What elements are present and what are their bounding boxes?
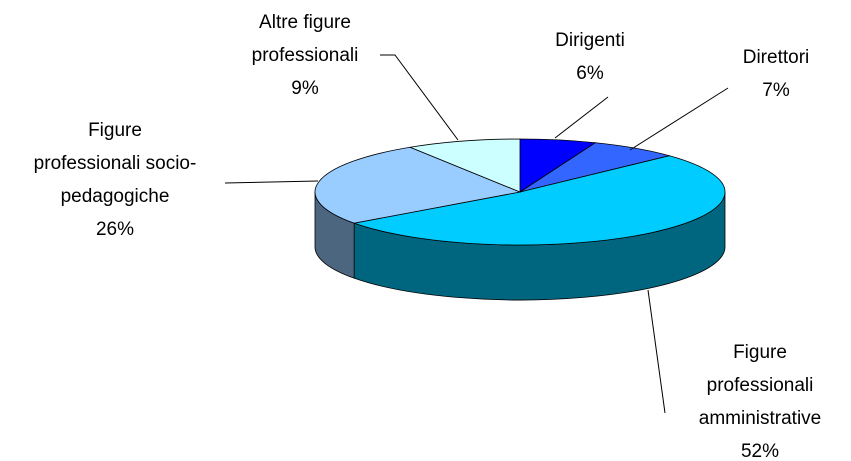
value-label: 9% (291, 78, 319, 99)
category-label: Figure professionali amministrative (698, 342, 822, 429)
category-label: Figure professionali socio- pedagogiche (33, 120, 197, 207)
slice-label: Dirigenti 6% (555, 24, 625, 90)
category-label: Altre figure professionali (251, 12, 359, 66)
value-label: 7% (762, 80, 790, 101)
leader-line (629, 87, 729, 151)
leader-line (554, 96, 609, 139)
category-label: Dirigenti (555, 30, 625, 51)
pie-slice (352, 155, 726, 246)
slice-label: Direttori 7% (743, 41, 810, 107)
pie-slice (408, 138, 521, 193)
slice-label: Figure professionali socio- pedagogiche 2… (34, 114, 197, 246)
slice-label: Altre figure professionali 9% (252, 6, 359, 105)
leader-line (380, 54, 459, 141)
leader-line (647, 289, 666, 414)
value-label: 6% (576, 63, 604, 84)
leader-line (224, 180, 319, 184)
value-label: 26% (95, 219, 135, 240)
value-label: 52% (740, 441, 780, 461)
slice-label: Figure professionali amministrative 52% (699, 336, 821, 461)
category-label: Direttori (742, 47, 810, 68)
pie-slice (314, 146, 522, 224)
